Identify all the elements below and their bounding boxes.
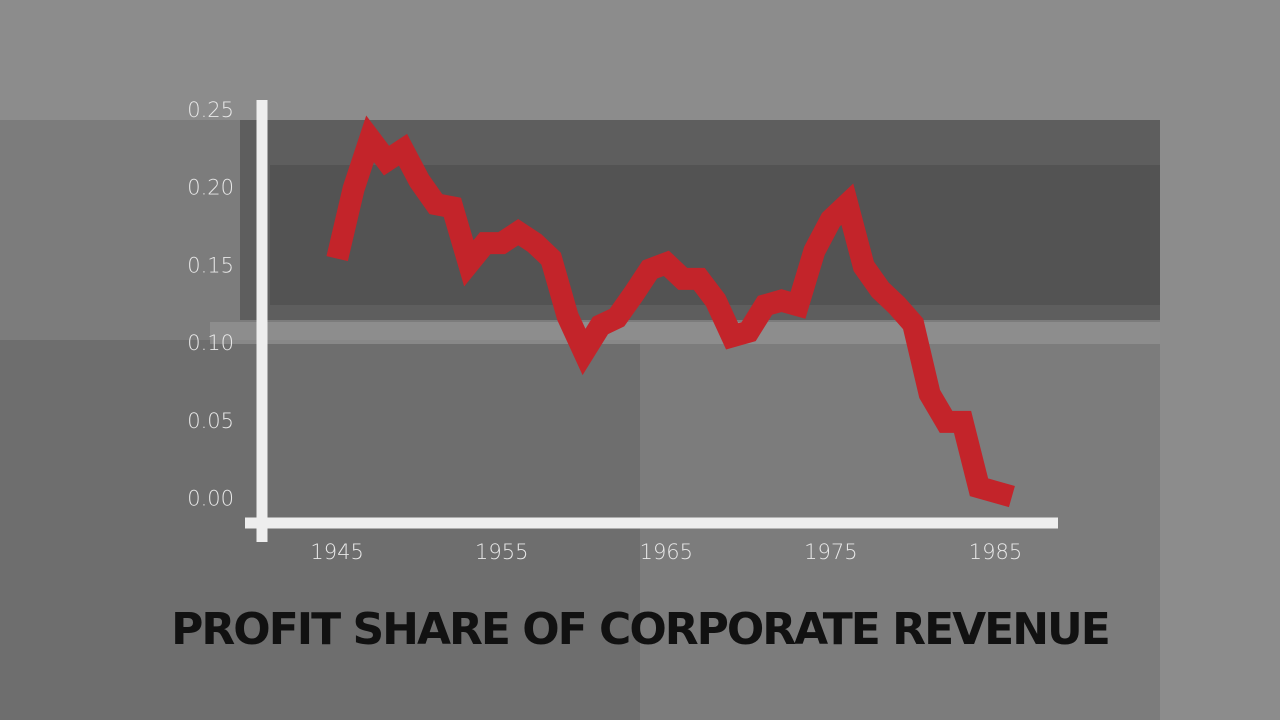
data-line — [326, 115, 1015, 508]
x-tick-label: 1945 — [310, 540, 363, 564]
chart-title: PROFIT SHARE OF CORPORATE REVENUE — [171, 604, 1109, 655]
y-tick-label: 0.15 — [187, 253, 234, 277]
x-tick-label: 1975 — [804, 540, 857, 564]
background-stripe — [210, 322, 1160, 344]
y-tick-label: 0.00 — [187, 487, 234, 511]
x-tick-label: 1965 — [640, 540, 693, 564]
x-tick-label: 1955 — [475, 540, 528, 564]
x-tick-label: 1985 — [969, 540, 1022, 564]
y-tick-label: 0.20 — [187, 176, 234, 200]
y-tick-label: 0.25 — [187, 98, 234, 122]
background-block — [0, 340, 640, 720]
y-tick-label: 0.05 — [187, 409, 234, 433]
y-tick-label: 0.10 — [187, 331, 234, 355]
